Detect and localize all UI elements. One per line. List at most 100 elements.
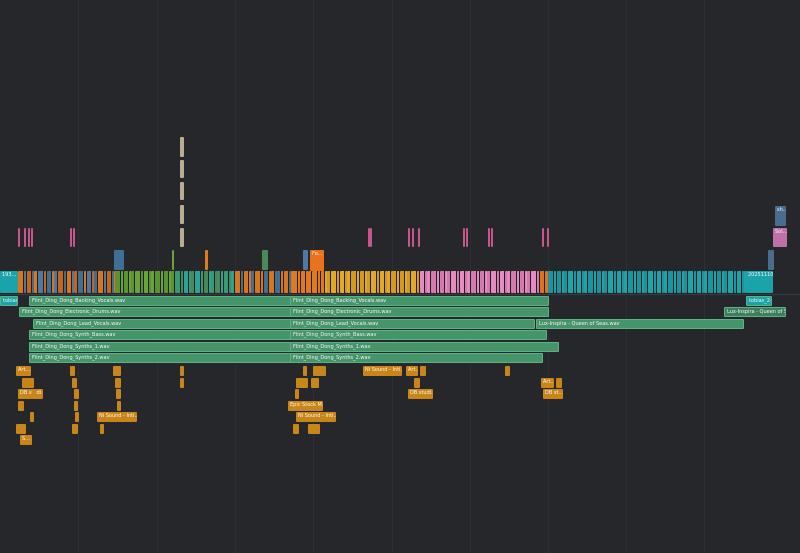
video-clip[interactable] [588,271,594,293]
video-clip[interactable] [637,271,642,293]
video-clip[interactable] [18,271,24,293]
video-clip[interactable] [351,271,357,293]
audio-clip[interactable]: Lux-Inspira - Queen of Seas.wav [536,319,744,329]
video-clip[interactable] [418,228,420,247]
video-clip[interactable] [67,271,72,293]
video-clip[interactable] [497,271,500,293]
video-clip[interactable] [608,271,614,293]
audio-clip[interactable]: Flint_Ding_Dong_Electronic_Drums.wav [19,307,291,317]
video-clip[interactable] [215,271,221,293]
video-clip[interactable] [408,228,410,247]
video-clip[interactable] [466,228,468,247]
effect-clip[interactable] [72,424,78,434]
video-clip[interactable] [251,271,255,293]
video-clip[interactable] [301,271,306,293]
video-clip[interactable] [27,271,32,293]
video-clip[interactable] [180,137,184,157]
video-clip[interactable] [684,271,688,293]
effect-clip[interactable] [420,366,426,376]
audio-clip[interactable]: Flint_Ding_Dong_Synths_1.wav [290,342,559,352]
video-clip[interactable] [447,271,451,293]
video-clip[interactable] [161,271,164,293]
video-clip[interactable] [460,271,465,293]
video-clip[interactable] [64,271,67,293]
video-clip[interactable] [180,160,184,178]
video-clip[interactable] [654,271,657,293]
effect-clip[interactable]: DB st... [543,389,563,399]
effect-clip[interactable] [505,366,510,376]
video-clip[interactable] [70,228,72,247]
video-clip[interactable] [734,271,737,293]
video-clip[interactable] [360,271,365,293]
video-clip[interactable] [31,228,33,247]
video-clip[interactable] [74,271,78,293]
effect-clip[interactable]: Epic Stock M... [288,401,323,411]
video-clip[interactable] [18,228,20,247]
video-clip[interactable] [262,250,268,270]
video-clip[interactable] [467,271,471,293]
audio-clip[interactable]: tobias... [0,296,18,306]
video-clip[interactable] [47,271,52,293]
video-clip[interactable] [255,271,261,293]
video-clip[interactable] [180,205,184,224]
video-clip[interactable] [73,228,75,247]
video-clip[interactable] [155,271,161,293]
video-clip[interactable] [303,250,308,270]
video-clip[interactable] [677,271,682,293]
video-clip[interactable] [457,271,460,293]
video-clip[interactable] [231,271,235,293]
audio-clip[interactable]: Flint_Ding_Dong_Backing_Vocals.wav [290,296,549,306]
video-clip[interactable] [195,271,201,293]
video-clip[interactable] [201,271,204,293]
video-clip[interactable] [617,271,622,293]
video-clip[interactable] [114,250,124,270]
video-clip[interactable] [411,271,417,293]
video-clip[interactable] [115,271,121,293]
effect-clip[interactable] [115,378,121,388]
video-clip[interactable] [531,271,537,293]
video-clip[interactable] [728,271,734,293]
audio-clip[interactable]: Flint_Ding_Dong_Electronic_Drums.wav [290,307,549,317]
video-clip[interactable] [704,271,708,293]
video-clip[interactable] [54,271,58,293]
video-clip[interactable] [164,271,169,293]
video-clip[interactable] [417,271,420,293]
effect-clip[interactable] [22,378,34,388]
video-clip[interactable] [244,271,249,293]
video-clip[interactable] [694,271,697,293]
video-clip[interactable] [124,271,129,293]
video-clip[interactable] [664,271,668,293]
video-clip[interactable] [594,271,597,293]
effect-clip[interactable] [308,424,320,434]
video-clip[interactable] [281,271,284,293]
effect-clip[interactable]: Art... [541,378,554,388]
video-clip[interactable] [34,271,38,293]
video-clip[interactable] [367,271,371,293]
effect-clip[interactable] [296,378,308,388]
video-clip[interactable] [78,271,84,293]
video-clip[interactable] [440,271,445,293]
effect-clip[interactable]: Ni Sound - Inti... [363,366,402,376]
video-clip[interactable] [628,271,634,293]
video-clip[interactable] [548,271,554,293]
video-clip[interactable] [391,271,397,293]
audio-clip[interactable]: Lux-Inspira - Queen of Se... [724,307,786,317]
video-clip[interactable] [668,271,674,293]
video-clip[interactable] [557,271,562,293]
video-clip[interactable] [331,271,337,293]
video-clip[interactable] [180,228,184,247]
video-clip[interactable] [171,271,175,293]
video-clip[interactable] [471,271,477,293]
video-clip[interactable] [634,271,637,293]
video-clip[interactable] [648,271,654,293]
video-clip[interactable] [604,271,608,293]
video-clip[interactable] [371,271,377,293]
effect-clip[interactable] [100,424,104,434]
video-clip[interactable] [38,271,44,293]
video-clip[interactable] [412,228,414,247]
video-clip[interactable] [527,271,531,293]
video-clip[interactable] [537,271,540,293]
effect-clip[interactable]: DB studi... [18,389,43,399]
video-clip[interactable] [318,271,321,293]
video-clip[interactable] [327,271,331,293]
